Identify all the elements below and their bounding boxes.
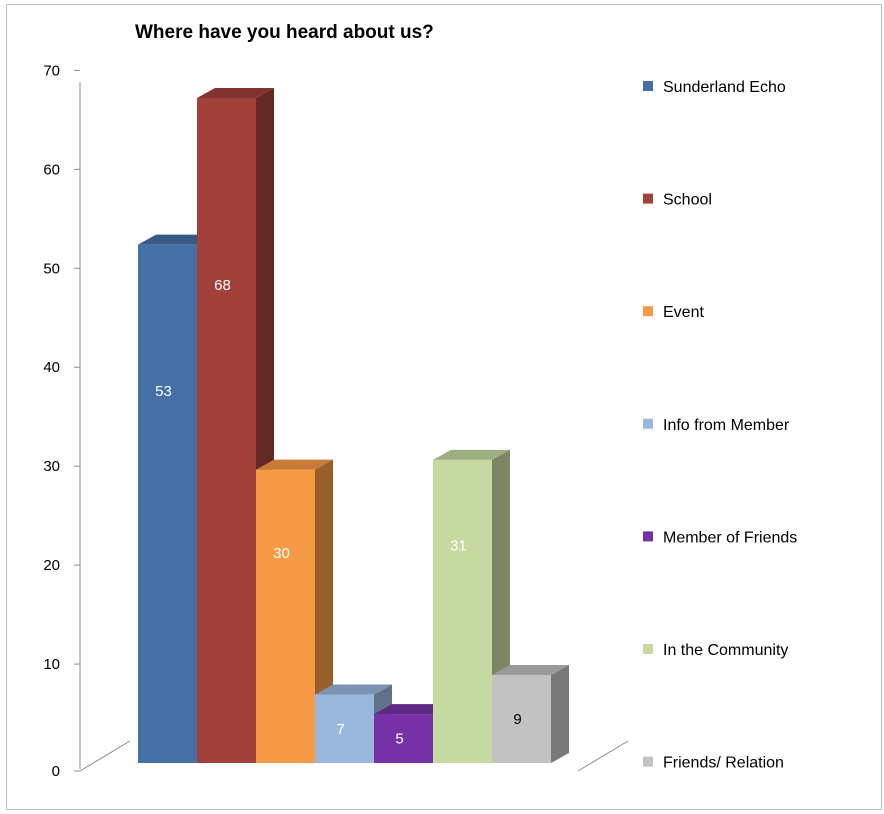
legend-label: Member of Friends	[663, 529, 797, 546]
bar-friends-relation	[492, 664, 569, 763]
bar-event	[256, 459, 333, 763]
y-tick-label: 20	[43, 557, 60, 574]
y-tick-label: 60	[43, 161, 60, 178]
legend-swatch	[643, 756, 653, 767]
data-label: 9	[513, 711, 521, 728]
legend-label: School	[663, 192, 712, 209]
bar-top	[492, 664, 569, 675]
data-label: 7	[336, 721, 344, 738]
bar-front	[138, 244, 197, 763]
legend-item: Friends/ Relation	[643, 755, 784, 772]
legend-item: Info from Member	[643, 417, 790, 434]
y-tick-label: 30	[43, 458, 60, 475]
bar-front	[197, 97, 256, 763]
legend-item: Sunderland Echo	[643, 79, 786, 96]
data-label: 5	[395, 731, 403, 748]
legend-swatch	[643, 644, 653, 654]
bars: 53 68 30 7 5 31 9	[138, 87, 569, 763]
bar-side	[551, 664, 569, 763]
legend-swatch	[643, 81, 653, 91]
legend-item: In the Community	[643, 642, 788, 659]
bar-top	[256, 459, 333, 470]
legend-label: Event	[663, 304, 704, 321]
legend-swatch	[643, 193, 653, 204]
legend-item: Member of Friends	[643, 529, 797, 546]
data-label: 30	[273, 545, 290, 562]
y-tick-label: 0	[52, 763, 60, 780]
legend-label: Info from Member	[663, 417, 790, 434]
data-label: 31	[450, 538, 467, 555]
y-tick-label: 50	[43, 260, 60, 277]
data-label: 53	[155, 383, 172, 400]
legend-swatch	[643, 531, 653, 542]
bar-top	[433, 449, 510, 460]
data-label: 68	[214, 277, 231, 294]
bar-top	[374, 704, 451, 715]
y-tick-label: 70	[43, 62, 60, 79]
legend-swatch	[643, 306, 653, 317]
bar-top	[138, 234, 215, 245]
bar-front	[256, 469, 315, 763]
axis: 0 10 20 30 40 50 60 70	[43, 62, 629, 780]
floor-edge-left	[79, 740, 131, 772]
bar-front	[374, 714, 433, 763]
legend-swatch	[643, 418, 653, 429]
floor-edge-right	[577, 740, 629, 772]
y-tick-label: 10	[43, 656, 60, 673]
bar-top	[197, 87, 274, 98]
legend-label: Friends/ Relation	[663, 755, 784, 772]
bar-top	[315, 684, 392, 695]
bar-front	[433, 459, 492, 763]
chart-title: Where have you heard about us?	[135, 22, 434, 43]
legend-label: Sunderland Echo	[663, 79, 786, 96]
y-tick-label: 40	[43, 359, 60, 376]
legend-item: School	[643, 192, 712, 209]
legend-label: In the Community	[663, 642, 788, 659]
legend-item: Event	[643, 304, 704, 321]
bar-front	[315, 694, 374, 763]
legend: Sunderland Echo School Event Info from Memb…	[643, 79, 797, 772]
bar-front	[492, 674, 551, 763]
